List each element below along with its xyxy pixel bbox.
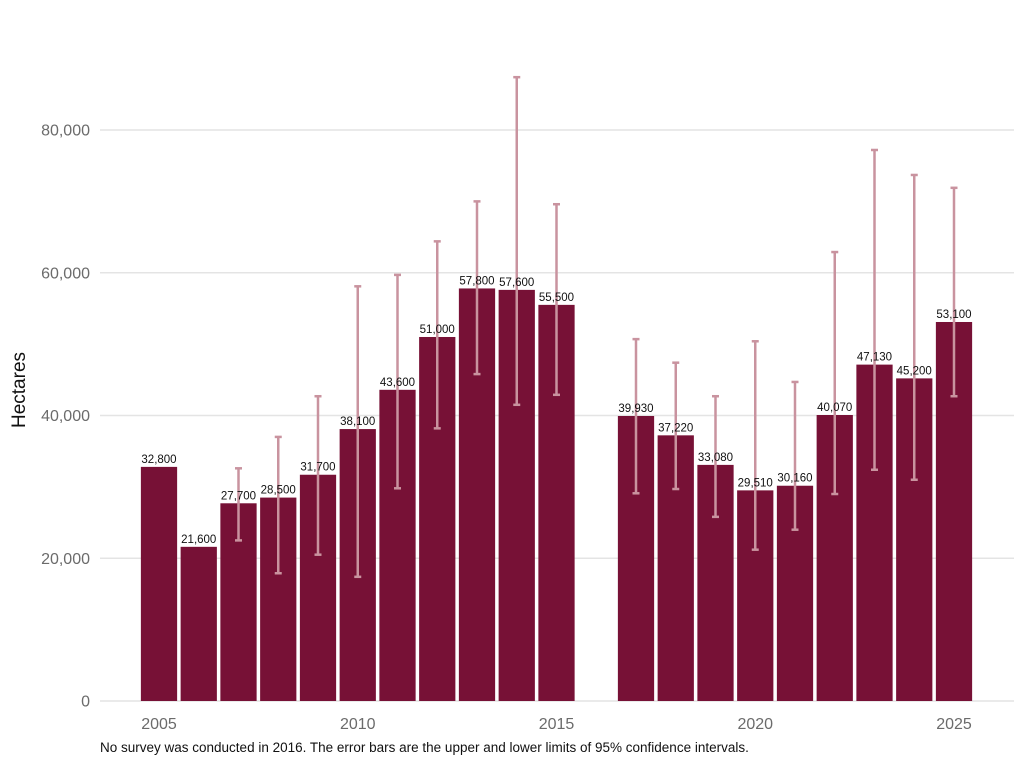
data-label: 55,500 [539,292,574,304]
error-bar [473,200,481,376]
error-bar [712,394,719,519]
error-bar [910,173,918,481]
data-label: 37,220 [658,422,693,434]
data-label: 40,070 [817,402,852,414]
bar [140,466,178,701]
data-label: 27,700 [221,490,256,502]
x-tick-label: 2015 [539,716,575,733]
x-tick-label: 2005 [141,716,177,733]
error-bar [314,394,322,556]
error-bar [553,202,560,397]
error-bar [235,467,242,542]
data-label: 53,100 [936,309,971,321]
y-tick-label: 0 [81,694,90,711]
data-label: 47,130 [857,352,892,364]
data-label: 29,510 [738,477,773,489]
data-label: 21,600 [181,534,216,546]
error-bar [831,250,839,496]
data-labels: 32,800 21,600 27,700 28,500 31,700 38,100 43,6… [141,275,971,545]
data-label: 38,100 [340,416,375,428]
y-tick-label: 80,000 [41,123,90,140]
error-bar [672,361,680,491]
data-label: 32,800 [141,454,176,466]
error-bar [274,435,282,575]
y-axis-ticks: 0 20,000 40,000 60,000 80,000 [41,123,90,711]
data-label: 30,160 [777,473,812,485]
error-bar [950,186,958,398]
error-bar [632,337,640,495]
data-label: 31,700 [300,462,335,474]
y-axis-label: Hectares [9,352,30,428]
error-bar [513,75,521,407]
y-tick-label: 60,000 [41,265,90,282]
error-bar [394,273,401,490]
x-tick-label: 2010 [340,716,376,733]
data-label: 51,000 [420,324,455,336]
error-bar [791,380,799,531]
data-label: 28,500 [261,485,296,497]
x-tick-label: 2020 [737,716,773,733]
y-tick-label: 20,000 [41,551,90,568]
bar [180,546,217,701]
y-tick-label: 40,000 [41,408,90,425]
x-tick-label: 2025 [936,716,972,733]
footnote: No survey was conducted in 2016. The err… [100,740,749,755]
error-bars [235,75,958,579]
error-bar [751,340,759,551]
error-bar [354,285,362,579]
error-bar [871,148,878,471]
data-label: 57,600 [499,277,534,289]
data-label: 43,600 [380,377,415,389]
data-label: 45,200 [897,365,932,377]
data-label: 33,080 [698,452,733,464]
error-bar [433,240,441,430]
data-label: 39,930 [618,403,653,415]
x-axis-ticks: 2005 2010 2015 2020 2025 [141,716,972,733]
data-label: 57,800 [459,275,494,287]
